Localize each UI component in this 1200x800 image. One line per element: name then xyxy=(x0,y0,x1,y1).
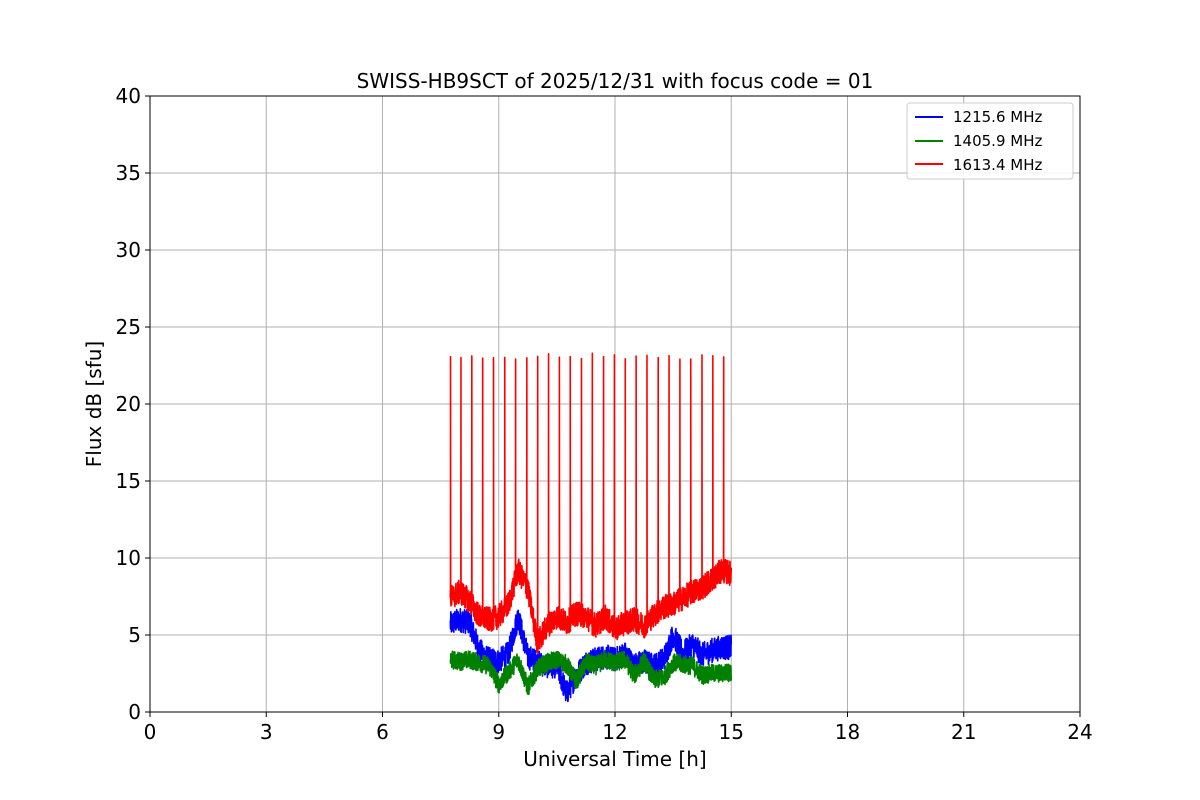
x-tick-label-6: 6 xyxy=(376,720,389,744)
series-line-1613-4-mhz xyxy=(449,352,733,655)
x-tick-label-12: 12 xyxy=(602,720,627,744)
y-axis-label: Flux dB [sfu] xyxy=(82,341,106,467)
y-tick-label-35: 35 xyxy=(116,161,141,185)
ticks: 0 3 6 9 12 15 18 21 24 0 5 10 15 20 25 30 35 40 xyxy=(116,84,1093,744)
x-tick-label-3: 3 xyxy=(260,720,273,744)
y-tick-label-25: 25 xyxy=(116,315,141,339)
legend: 1215.6 MHz 1405.9 MHz 1613.4 MHz xyxy=(906,102,1074,180)
x-tick-label-9: 9 xyxy=(492,720,505,744)
x-tick-label-18: 18 xyxy=(835,720,860,744)
y-tick-label-5: 5 xyxy=(128,623,141,647)
series-line-1405-9-mhz xyxy=(449,650,733,696)
y-tick-label-0: 0 xyxy=(128,700,141,724)
x-tick-label-0: 0 xyxy=(144,720,157,744)
series-layer xyxy=(449,352,733,703)
y-tick-label-10: 10 xyxy=(116,546,141,570)
legend-label-1405: 1405.9 MHz xyxy=(953,132,1042,150)
x-axis-label: Universal Time [h] xyxy=(523,747,706,771)
y-tick-label-40: 40 xyxy=(116,84,141,108)
chart-title: SWISS-HB9SCT of 2025/12/31 with focus co… xyxy=(357,69,874,93)
legend-box xyxy=(906,102,1074,180)
y-tick-label-30: 30 xyxy=(116,238,141,262)
x-tick-label-24: 24 xyxy=(1067,720,1092,744)
y-tick-label-20: 20 xyxy=(116,392,141,416)
x-tick-label-21: 21 xyxy=(951,720,976,744)
x-tick-label-15: 15 xyxy=(719,720,744,744)
y-tick-label-15: 15 xyxy=(116,469,141,493)
legend-label-1613: 1613.4 MHz xyxy=(953,156,1042,174)
legend-label-1215: 1215.6 MHz xyxy=(953,108,1042,126)
